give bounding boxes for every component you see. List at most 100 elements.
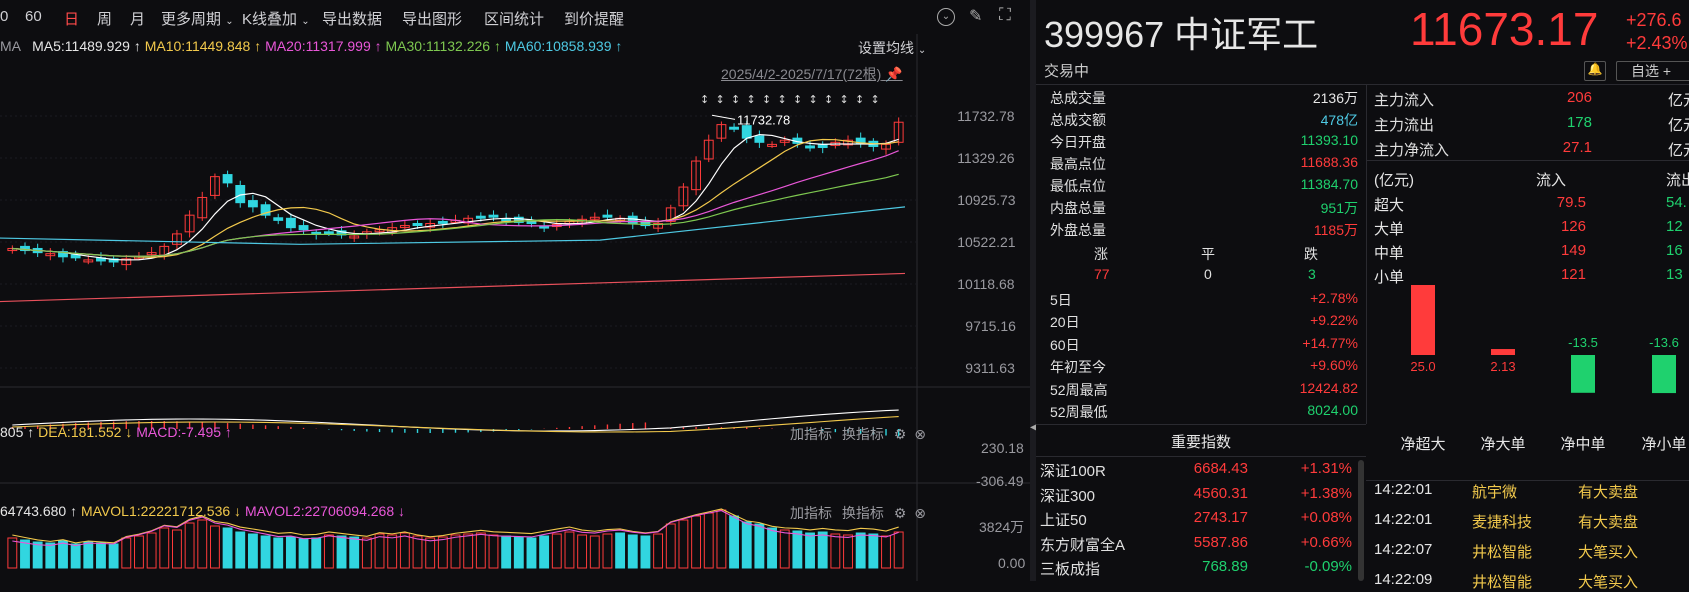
breadth-label: 平 xyxy=(1201,246,1215,262)
candle-body xyxy=(222,174,233,184)
volume-bar xyxy=(817,531,828,569)
event-marker-icon: ↕ xyxy=(840,93,849,106)
candle-body xyxy=(83,259,94,263)
tick-stock-name[interactable]: 航宇微 xyxy=(1472,484,1518,501)
event-marker-icon: ↕ xyxy=(778,93,787,106)
flow-unit: 亿元 xyxy=(1668,92,1689,109)
period-60[interactable]: 60 xyxy=(25,8,42,25)
candle-body xyxy=(653,222,664,229)
candle-body xyxy=(754,135,765,143)
index-name[interactable]: 上证50 xyxy=(1040,512,1087,529)
pin-icon[interactable]: 📌 xyxy=(885,66,903,82)
flow-value: 178 xyxy=(1566,114,1592,131)
volume-bar xyxy=(7,537,18,569)
volume-bar xyxy=(805,532,815,569)
event-marker-icon: ↕ xyxy=(793,93,802,106)
price-axis-label: 10522.21 xyxy=(957,234,1016,250)
price-change: +276.6 xyxy=(1626,10,1682,30)
index-name[interactable]: 三板成指 xyxy=(1040,561,1101,578)
net-flow-bar xyxy=(1652,355,1676,394)
more-periods-dropdown[interactable]: 更多周期 ⌄ xyxy=(161,11,234,28)
volume-bar xyxy=(501,535,512,569)
index-name[interactable]: 深证300 xyxy=(1040,487,1096,505)
period-0[interactable]: 0 xyxy=(0,8,9,25)
volume-bar xyxy=(58,540,68,569)
candle-body xyxy=(323,231,334,235)
flow-label: 主力流出 xyxy=(1374,117,1435,134)
price-axis-label: 11732.78 xyxy=(957,108,1015,124)
flow-value: 27.1 xyxy=(1562,139,1592,156)
stat-value: 11393.10 xyxy=(1300,132,1358,148)
kline-chart[interactable]: 11732.78↕ ↕ ↕ ↕ ↕ ↕ ↕ ↕ ↕ ↕ ↕ ↕ xyxy=(0,34,1030,581)
index-pct: +0.08% xyxy=(1300,509,1352,526)
mavol2-line xyxy=(12,510,899,547)
close-icon[interactable]: ⊗ xyxy=(914,426,926,442)
export-image-button[interactable]: 导出图形 xyxy=(402,11,463,28)
add-indicator-button[interactable]: 加指标 xyxy=(790,505,832,521)
swap-indicator-button[interactable]: 换指标 xyxy=(841,505,884,521)
period-month[interactable]: 月 xyxy=(130,11,146,28)
tick-stock-name[interactable]: 井松智能 xyxy=(1472,544,1533,561)
tick-time: 14:22:09 xyxy=(1374,571,1433,588)
indices-scrollbar[interactable] xyxy=(1358,460,1364,581)
candle-body xyxy=(20,245,30,252)
add-watchlist-button[interactable]: 自选 + xyxy=(1616,61,1689,81)
candle-body xyxy=(463,217,474,224)
ma-settings-button[interactable]: 设置均线 ⌄ xyxy=(858,40,927,56)
candle-body xyxy=(779,139,790,143)
export-data-button[interactable]: 导出数据 xyxy=(322,11,383,28)
volume-bar xyxy=(729,515,739,569)
candle-body xyxy=(488,214,499,218)
collapse-icon[interactable]: ⌄ xyxy=(937,8,955,26)
arrow-up-icon: ↑ xyxy=(129,38,145,54)
volume-bar xyxy=(513,536,524,569)
candle-body xyxy=(172,233,182,245)
candle-body xyxy=(285,217,296,229)
panel-splitter[interactable] xyxy=(1030,0,1036,581)
volume-bar xyxy=(551,533,562,569)
flow-unit: 亿元 xyxy=(1668,117,1689,134)
price-alert-button[interactable]: 到价提醒 xyxy=(564,11,625,28)
gear-icon[interactable]: ⚙ xyxy=(893,505,907,521)
add-indicator-button[interactable]: 加指标 xyxy=(790,426,832,442)
flow-row-label: 中单 xyxy=(1374,245,1405,262)
bell-icon[interactable]: 🔔 xyxy=(1584,61,1606,81)
candle-body xyxy=(298,225,309,231)
stat-label: 最高点位 xyxy=(1050,156,1106,172)
macd-value: MACD:-7.495 xyxy=(136,424,222,440)
ma10-value: MA10:11449.848 xyxy=(144,38,251,54)
volume-bar xyxy=(602,533,613,569)
kline-overlay-dropdown[interactable]: K线叠加 ⌄ xyxy=(242,11,310,28)
breadth-count: 77 xyxy=(1094,266,1110,282)
fullscreen-icon[interactable]: ⛶ xyxy=(999,5,1011,24)
breadth-count: 0 xyxy=(1204,266,1212,282)
chart-toolbar: 0 60 日 周 月 更多周期 ⌄ K线叠加 ⌄ 导出数据 导出图形 区间统计 … xyxy=(0,0,1028,34)
tick-stock-name[interactable]: 麦捷科技 xyxy=(1472,514,1533,531)
period-day[interactable]: 日 xyxy=(64,11,80,28)
date-range-label[interactable]: 2025/4/2-2025/7/17(72根) 📌 xyxy=(721,66,903,82)
swap-indicator-button[interactable]: 换指标 xyxy=(841,426,884,442)
tick-stock-name[interactable]: 井松智能 xyxy=(1472,574,1533,591)
close-icon[interactable]: ⊗ xyxy=(914,505,926,521)
gear-icon[interactable]: ⚙ xyxy=(893,426,907,442)
range-stats-button[interactable]: 区间统计 xyxy=(484,11,545,28)
tick-time: 14:22:01 xyxy=(1374,481,1433,498)
period-label: 20日 xyxy=(1050,314,1080,331)
flow-row-in: 79.5 xyxy=(1556,194,1586,211)
volume-bar xyxy=(184,522,195,569)
price-axis-label: 11329.26 xyxy=(957,150,1015,166)
volume-bar xyxy=(855,532,866,569)
stat-value: 11688.36 xyxy=(1300,154,1358,170)
stat-label: 总成交额 xyxy=(1050,112,1106,128)
volume-bar xyxy=(678,519,689,569)
index-pct: -0.09% xyxy=(1304,558,1352,575)
candle-body xyxy=(209,176,220,196)
index-name[interactable]: 东方财富全A xyxy=(1040,536,1126,554)
volume-bar xyxy=(121,537,132,569)
draw-pen-icon[interactable]: ✎ xyxy=(969,8,983,25)
index-name[interactable]: 深证100R xyxy=(1040,463,1106,480)
volume-bar xyxy=(285,536,296,569)
expand-arrow-icon[interactable]: ◀ xyxy=(1030,422,1038,433)
period-week[interactable]: 周 xyxy=(97,11,113,28)
volume-bar xyxy=(843,534,853,569)
